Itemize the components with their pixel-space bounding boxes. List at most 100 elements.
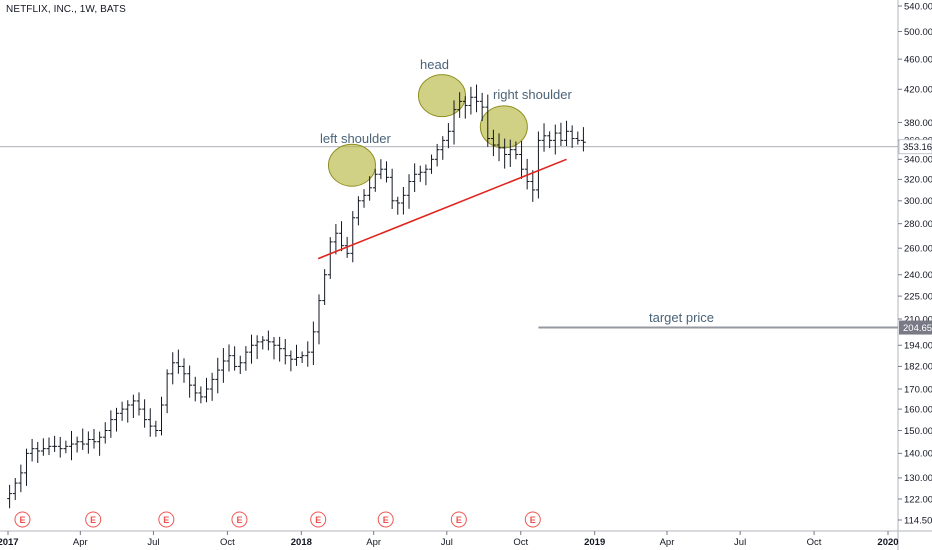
guide-lines [0,146,898,329]
ohlc-bar [170,352,176,385]
ohlc-bar [97,431,103,456]
ohlc-bar [339,221,344,252]
ohlc-bar [333,224,339,255]
ohlc-bar [372,168,378,192]
annotation-left-shoulder: left shoulder [320,131,391,146]
ohlc-bar [395,196,401,215]
ohlc-bar [91,428,97,449]
ohlc-bar [547,131,553,149]
earnings-marker-label: E [456,515,462,525]
ohlc-bar [361,189,367,208]
earnings-marker-circle [231,511,248,528]
ohlc-bar [412,163,418,192]
ohlc-bar [18,464,24,493]
y-tick-label: 320.00 [904,175,932,186]
earnings-marker-circle [377,511,394,528]
x-tick-label: Apr [73,537,88,548]
earnings-marker: E [85,511,102,528]
ohlc-bar [192,376,198,402]
ohlc-bar [575,131,581,145]
ohlc-bar [136,392,142,416]
ohlc-bar [569,125,575,148]
x-tick-label: Jul [441,537,453,548]
ohlc-bar [215,357,221,394]
earnings-marker-circle [14,511,31,528]
ohlc-bar [496,133,502,162]
ohlc-bar [80,428,86,450]
target-price-label-text: 204.65 [903,323,932,334]
ohlc-bar [175,349,181,374]
ohlc-bar [350,211,356,263]
y-tick-label: 380.00 [904,118,932,129]
ohlc-bar [74,436,80,453]
ohlc-bar [507,139,513,167]
neckline-trendline [317,158,567,260]
y-tick-label: 210.00 [904,314,932,325]
earnings-marker-circle [524,511,541,528]
x-tick-label: 2020 [877,537,898,548]
earnings-marker: E [14,511,31,528]
y-axis-ticks: 114.50 122.00 130.00 140.00 150.00 160.00 170.… [898,1,932,526]
ohlc-bar [46,437,52,456]
ohlc-bar [378,159,384,180]
ohlc-bar [271,337,277,360]
ohlc-bar [108,410,114,438]
x-tick-label: Oct [220,537,235,548]
y-tick-label: 500.00 [904,27,932,38]
y-tick-label: 340.00 [904,155,932,166]
ohlc-bar [209,372,215,401]
earnings-marker-circle [85,511,102,528]
x-tick-label: 2018 [291,537,312,548]
ohlc-bar [142,399,148,428]
x-tick-label: Oct [513,537,528,548]
ohlc-bar [552,124,558,155]
y-tick-label: 300.00 [904,196,932,207]
ohlc-bar [243,346,249,371]
ohlc-bar [564,120,569,147]
earnings-marker-circle [450,511,467,528]
earnings-marker: E [377,511,394,528]
ohlc-bar [153,420,159,437]
ohlc-bar [451,100,457,145]
ohlc-bar [102,422,108,444]
ohlc-bar [530,170,536,202]
x-tick-label: Oct [807,537,822,548]
ohlc-bar [12,477,18,501]
ohlc-bar [277,336,283,362]
current-price-label-box [899,139,932,154]
ohlc-bar [159,396,164,436]
target-price-label-box [899,320,932,335]
ohlc-bar [479,92,485,121]
neckline-layer [317,158,567,260]
ohlc-bar [513,141,519,160]
earnings-marker-label: E [19,515,25,525]
ohlc-bar [491,129,496,157]
ohlc-bar [581,127,586,152]
y-tick-label: 182.00 [904,362,932,373]
y-tick-label: 225.00 [904,291,932,302]
ohlc-bar [7,484,13,509]
ohlc-bar [446,123,451,149]
x-axis-ticks: 2017 Apr Jul Oct 2018 Apr Jul Oct 2019 Apr Jul Oct 2… [0,531,899,548]
ohlc-bar [294,344,299,366]
x-tick-label: 2017 [0,537,19,548]
ohlc-bar [417,165,423,182]
earnings-marker-label: E [236,515,242,525]
price-labels: 353.16 204.65 [898,139,932,335]
ohlc-bar [327,237,333,279]
earnings-marker: E [158,511,175,528]
earnings-marker: E [524,511,541,528]
ohlc-bar [457,92,463,118]
ohlc-bar [282,339,288,365]
ohlc-bar [260,336,266,350]
ohlc-bar [429,154,434,174]
ohlc-bar [440,136,446,160]
x-tick-label: Apr [366,537,381,548]
y-tick-label: 122.00 [904,494,932,505]
earnings-marker-circle [310,511,327,528]
y-tick-label: 170.00 [904,384,932,395]
earnings-marker: E [310,511,327,528]
